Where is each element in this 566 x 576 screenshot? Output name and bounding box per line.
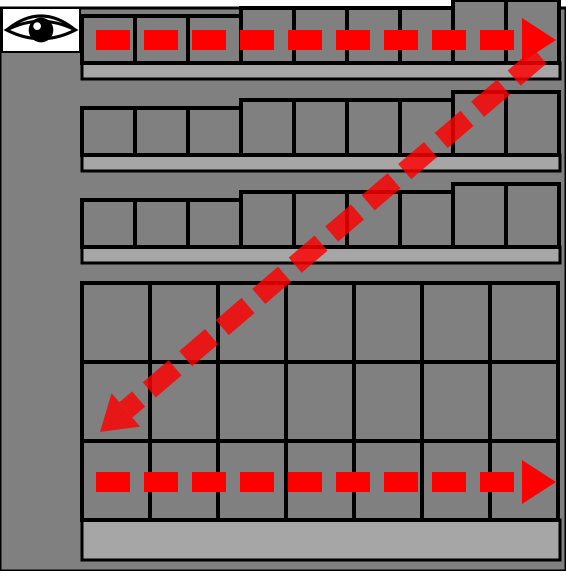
product-box <box>286 362 354 441</box>
product-box <box>490 362 558 441</box>
product-box <box>294 100 347 155</box>
shelf <box>82 520 560 560</box>
eye-highlight <box>33 22 41 30</box>
product-box <box>188 108 241 155</box>
eye-iris <box>29 18 54 43</box>
product-box <box>354 283 422 362</box>
eye-icon <box>2 8 80 52</box>
diagram <box>0 0 566 571</box>
product-box <box>218 362 286 441</box>
product-box <box>82 200 135 247</box>
shelf-row <box>82 283 560 560</box>
product-box <box>82 283 150 362</box>
product-box <box>400 192 453 247</box>
product-box <box>422 283 490 362</box>
shelf <box>82 63 560 79</box>
product-box <box>188 200 241 247</box>
product-box <box>506 92 559 155</box>
product-box <box>453 184 506 247</box>
product-box <box>135 108 188 155</box>
product-box <box>286 283 354 362</box>
product-box <box>506 184 559 247</box>
product-box <box>82 108 135 155</box>
product-box <box>354 362 422 441</box>
product-box <box>241 100 294 155</box>
product-box <box>347 100 400 155</box>
diagram-svg <box>0 0 566 571</box>
product-box <box>422 362 490 441</box>
product-box <box>241 192 294 247</box>
product-box <box>135 200 188 247</box>
shelf <box>82 155 560 171</box>
product-box <box>490 283 558 362</box>
